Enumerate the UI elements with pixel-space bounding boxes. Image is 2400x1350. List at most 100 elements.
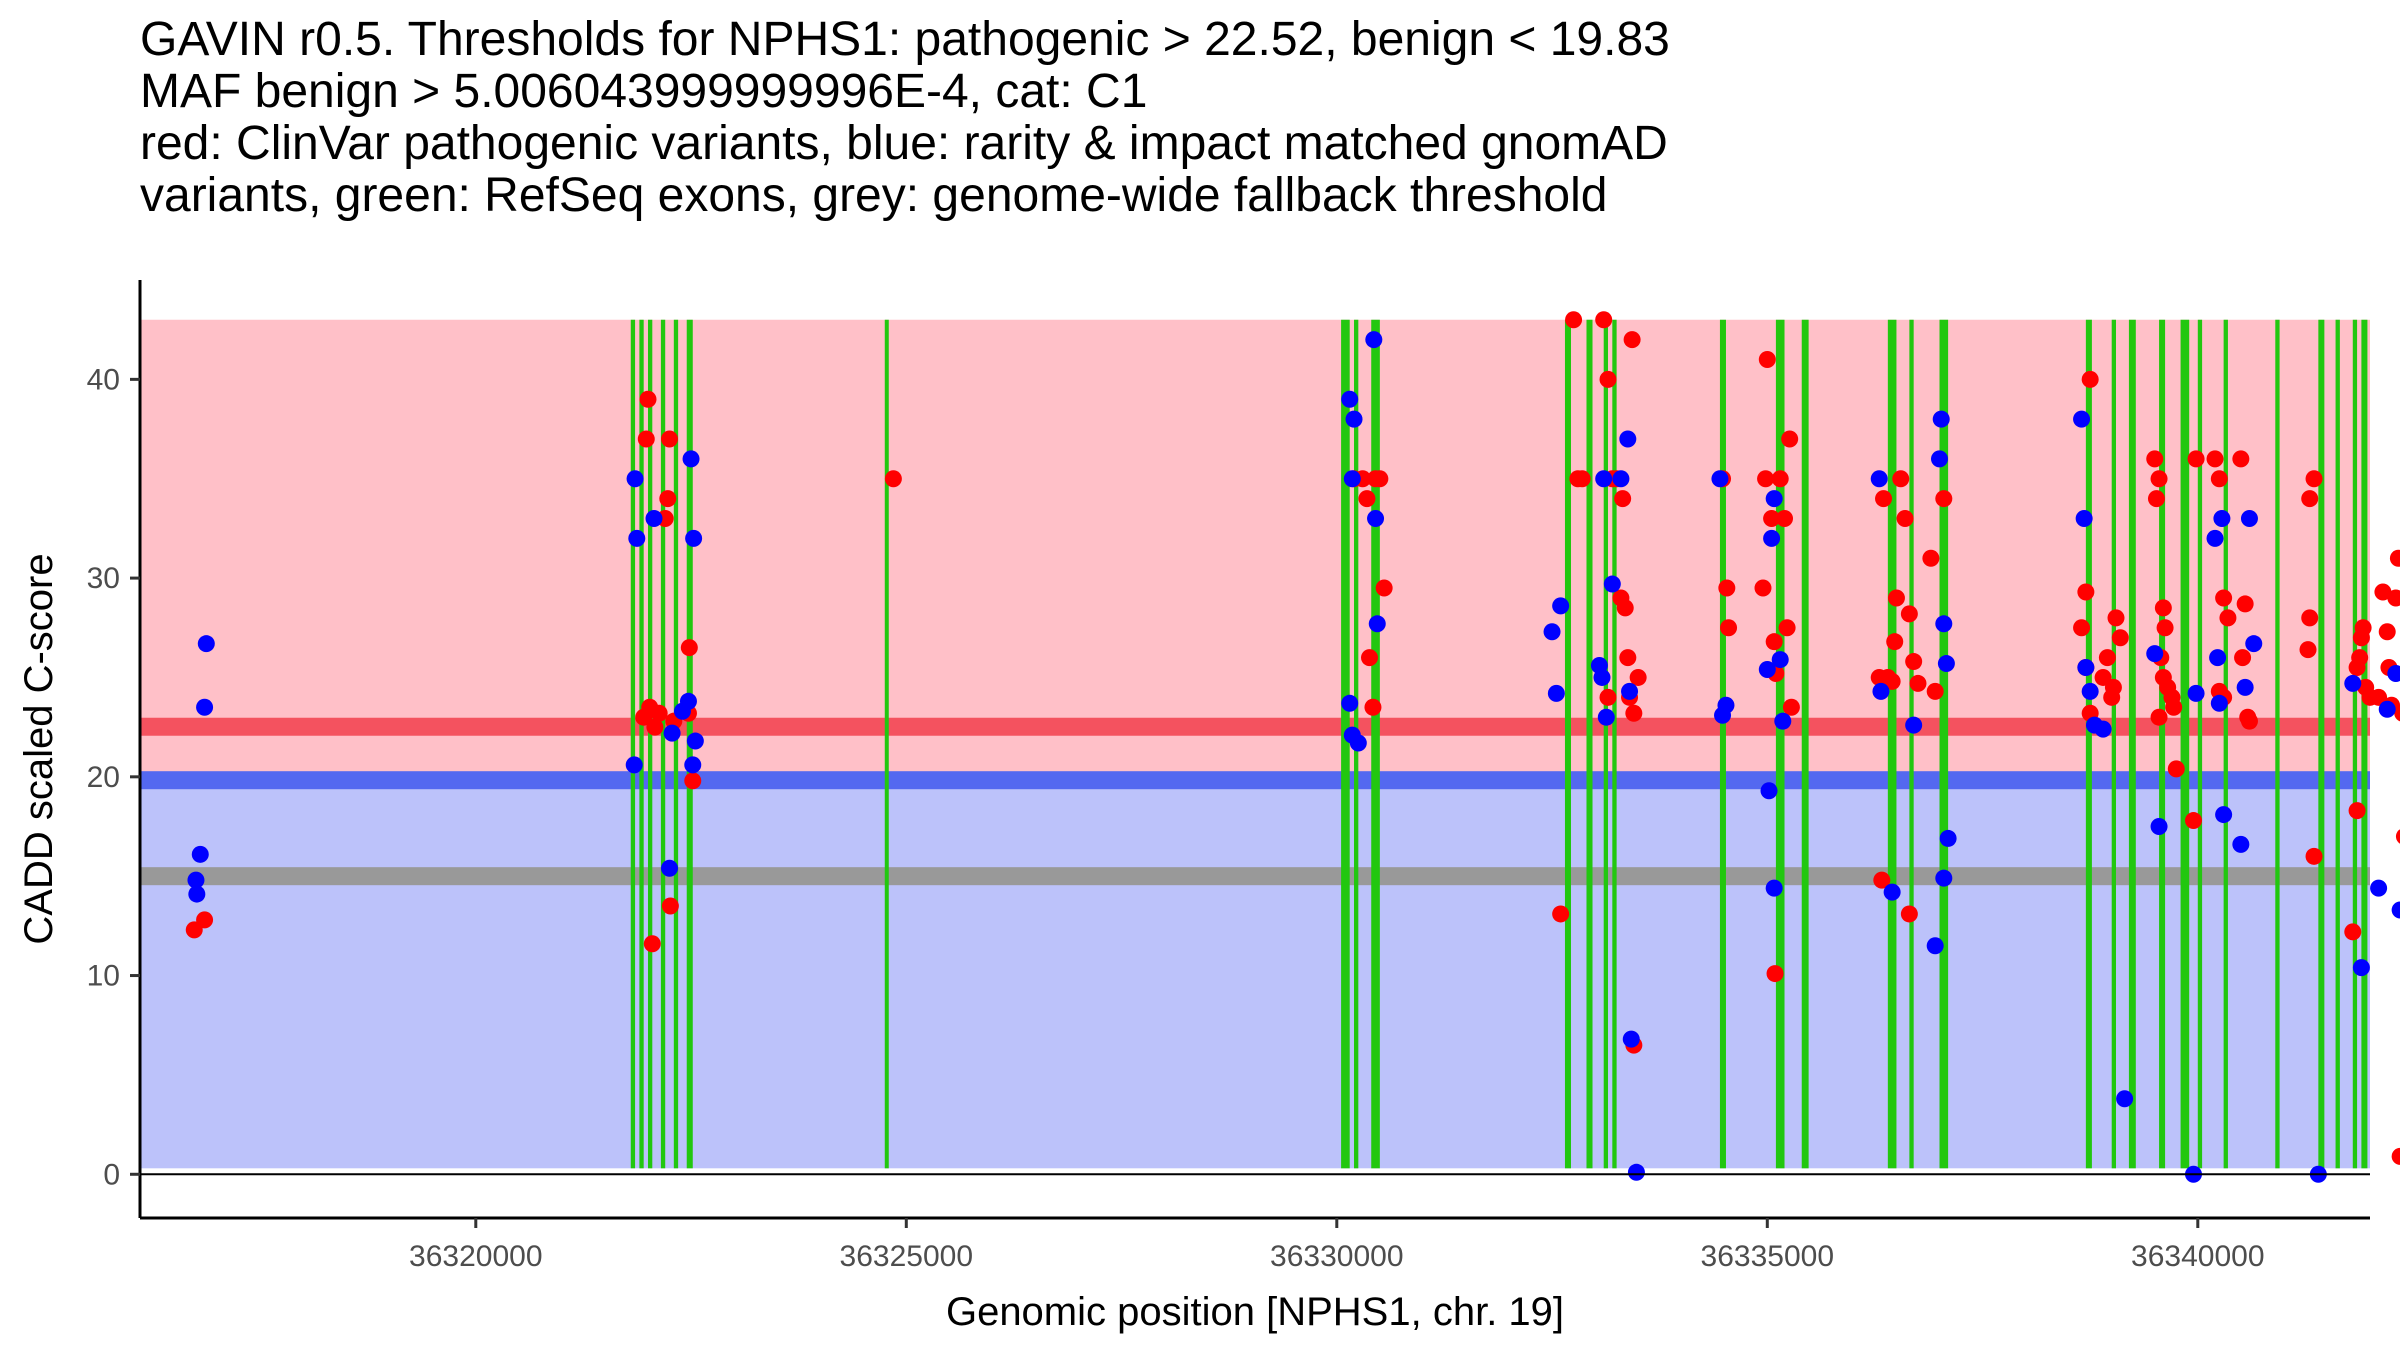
clinvar-point-116 bbox=[2305, 847, 2323, 865]
gnomad-point-50 bbox=[1870, 470, 1888, 488]
gnomad-point-11 bbox=[663, 724, 681, 742]
gnomad-point-55 bbox=[1932, 410, 1950, 428]
gnomad-point-34 bbox=[1603, 575, 1621, 593]
fallback-threshold-line bbox=[140, 867, 2370, 886]
exon-4 bbox=[660, 319, 666, 1169]
exon-31 bbox=[2352, 319, 2358, 1169]
clinvar-point-8 bbox=[646, 718, 664, 736]
gnomad-point-68 bbox=[2146, 645, 2164, 663]
exon-27 bbox=[2223, 319, 2228, 1169]
clinvar-point-125 bbox=[2378, 623, 2396, 641]
benign-region bbox=[140, 780, 2370, 1169]
gnomad-point-82 bbox=[2344, 674, 2362, 692]
gnomad-point-19 bbox=[1345, 410, 1363, 428]
gnomad-point-1 bbox=[187, 871, 205, 889]
clinvar-point-70 bbox=[1909, 674, 1927, 692]
clinvar-point-100 bbox=[2187, 450, 2205, 468]
clinvar-point-74 bbox=[1926, 682, 1944, 700]
gnomad-point-54 bbox=[1930, 450, 1948, 468]
gnomad-point-33 bbox=[1597, 708, 1615, 726]
exon-5 bbox=[673, 319, 679, 1169]
gnomad-point-4 bbox=[196, 698, 214, 716]
clinvar-point-129 bbox=[2389, 549, 2400, 567]
axes bbox=[138, 280, 2370, 1220]
gnomad-point-17 bbox=[686, 732, 704, 750]
exon-19 bbox=[1909, 319, 1914, 1169]
y-axis-title: CADD scaled C-score bbox=[17, 553, 61, 944]
clinvar-point-91 bbox=[2156, 619, 2174, 637]
clinvar-point-102 bbox=[2210, 470, 2228, 488]
gnomad-point-9 bbox=[625, 756, 643, 774]
clinvar-point-18 bbox=[884, 470, 902, 488]
threshold-regions bbox=[140, 319, 2370, 1169]
clinvar-point-35 bbox=[1614, 490, 1632, 508]
exon-17 bbox=[1801, 319, 1809, 1169]
gnomad-point-72 bbox=[2206, 529, 2224, 547]
exon-18 bbox=[1887, 319, 1897, 1169]
pathogenic-region bbox=[140, 319, 2370, 727]
clinvar-point-36 bbox=[1616, 599, 1634, 617]
exon-3 bbox=[647, 319, 653, 1169]
gnomad-point-69 bbox=[2150, 818, 2168, 836]
y-tick-label-2: 10 bbox=[87, 960, 120, 993]
gnomad-point-43 bbox=[1758, 661, 1776, 679]
clinvar-point-133 bbox=[2344, 923, 2362, 941]
clinvar-point-7 bbox=[643, 935, 661, 953]
gnomad-point-16 bbox=[684, 756, 702, 774]
clinvar-point-124 bbox=[2374, 583, 2392, 601]
gnomad-point-80 bbox=[2245, 635, 2263, 653]
gnomad-point-24 bbox=[1365, 331, 1383, 349]
x-tick-label-4: 36335000 bbox=[1701, 1240, 1834, 1273]
gnomad-point-77 bbox=[2232, 835, 2250, 853]
clinvar-point-131 bbox=[2395, 829, 2400, 844]
gnomad-point-85 bbox=[2378, 700, 2396, 718]
exon-7 bbox=[884, 319, 889, 1169]
clinvar-point-27 bbox=[1565, 311, 1583, 329]
gnomad-point-15 bbox=[685, 529, 703, 547]
clinvar-point-83 bbox=[2107, 609, 2125, 627]
benign-threshold-line bbox=[140, 771, 2370, 790]
clinvar-point-11 bbox=[659, 490, 677, 508]
clinvar-point-84 bbox=[2111, 629, 2129, 647]
gnomad-point-87 bbox=[2391, 901, 2400, 919]
pathogenic-threshold-line bbox=[140, 717, 2370, 736]
clinvar-point-96 bbox=[2165, 698, 2183, 716]
x-axis-ticks: 36320000 36325000 36330000 36335000 36340000 bbox=[409, 1218, 2265, 1273]
clinvar-point-66 bbox=[1892, 470, 1910, 488]
gnomad-point-5 bbox=[197, 635, 215, 653]
y-tick-label-4: 30 bbox=[87, 562, 120, 595]
clinvar-point-132 bbox=[2348, 802, 2366, 820]
gnomad-point-40 bbox=[1711, 470, 1729, 488]
x-tick-label-5: 36340000 bbox=[2131, 1240, 2264, 1273]
clinvar-point-89 bbox=[2147, 490, 2165, 508]
clinvar-point-44 bbox=[1552, 905, 1570, 923]
gnomad-point-78 bbox=[2236, 678, 2254, 696]
exon-28 bbox=[2275, 319, 2280, 1169]
gnomad-point-83 bbox=[2352, 959, 2370, 977]
exon-13 bbox=[1603, 319, 1609, 1169]
clinvar-point-50 bbox=[1758, 350, 1776, 368]
gnomad-point-42 bbox=[1717, 696, 1735, 714]
y-tick-label-3: 20 bbox=[87, 761, 120, 794]
gnomad-point-58 bbox=[1935, 869, 1953, 887]
clinvar-point-103 bbox=[2215, 589, 2233, 607]
gnomad-point-29 bbox=[1552, 597, 1570, 615]
clinvar-point-47 bbox=[1720, 619, 1738, 637]
clinvar-point-75 bbox=[1935, 490, 1953, 508]
clinvar-point-76 bbox=[2081, 370, 2099, 388]
gnomad-point-52 bbox=[1883, 883, 1901, 901]
gnomad-point-26 bbox=[1368, 615, 1386, 633]
exon-32 bbox=[2361, 319, 2368, 1169]
exon-25 bbox=[2180, 319, 2190, 1169]
gnomad-point-44 bbox=[1763, 529, 1781, 547]
exon-23 bbox=[2128, 319, 2136, 1169]
gnomad-point-61 bbox=[2073, 410, 2091, 428]
clinvar-point-59 bbox=[1766, 965, 1784, 983]
gnomad-point-67 bbox=[2116, 1090, 2134, 1108]
clinvar-point-128 bbox=[2387, 589, 2400, 607]
y-tick-label-5: 40 bbox=[87, 363, 120, 396]
clinvar-point-67 bbox=[1896, 509, 1914, 527]
gnomad-point-28 bbox=[1547, 684, 1565, 702]
clinvar-point-109 bbox=[2234, 649, 2252, 667]
title-line-3: red: ClinVar pathogenic variants, blue: … bbox=[140, 117, 1668, 170]
